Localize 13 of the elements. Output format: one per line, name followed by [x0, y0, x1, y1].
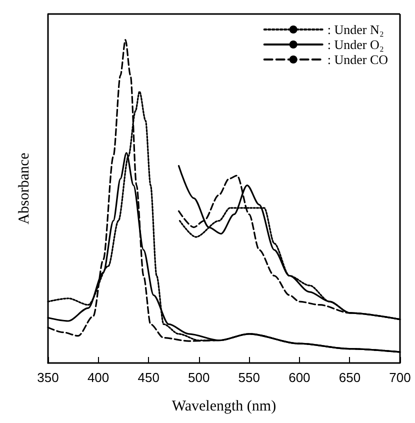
- x-tick-label: 700: [389, 370, 411, 385]
- x-tick-label: 600: [288, 370, 310, 385]
- x-tick-label: 400: [87, 370, 110, 385]
- legend-label: : Under N₂: [327, 22, 384, 37]
- x-tick-label: 500: [188, 370, 210, 385]
- x-axis-title: Wavelength (nm): [172, 398, 276, 414]
- x-tick-label: 550: [238, 370, 260, 385]
- x-tick-label: 650: [338, 370, 361, 385]
- y-axis-title: Absorbance: [16, 152, 32, 224]
- x-tick-label: 450: [138, 370, 160, 385]
- legend-label: : Under CO: [327, 52, 388, 67]
- legend-label: : Under O₂: [327, 37, 384, 52]
- x-tick-label: 350: [37, 370, 59, 385]
